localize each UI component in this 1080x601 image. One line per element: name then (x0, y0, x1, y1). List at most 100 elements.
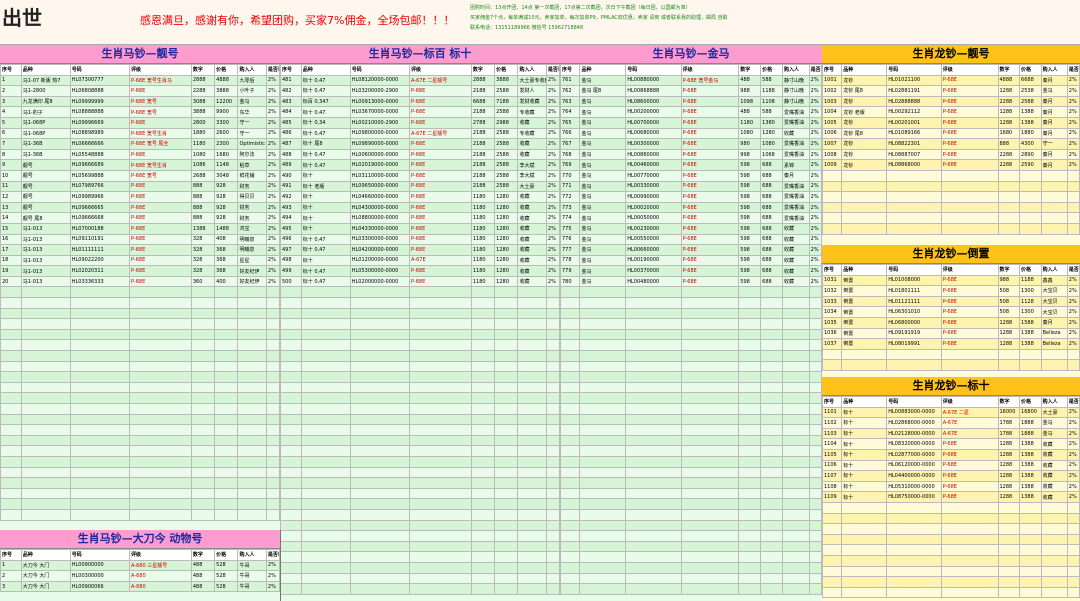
empty-cell (560, 530, 581, 542)
empty-cell (560, 403, 581, 415)
empty-cell (237, 487, 267, 500)
empty-cell (494, 403, 519, 415)
empty-cell (579, 466, 627, 479)
empty-cell (190, 413, 216, 426)
empty-row (560, 403, 822, 415)
cell: 收藏 (782, 275, 810, 288)
cell: 6688 (470, 95, 496, 108)
empty-cell (760, 360, 783, 373)
cell: 1008 (822, 148, 843, 161)
cell: 标十 0,47 (300, 244, 351, 256)
empty-cell (190, 392, 216, 404)
cell: 标十 尾8 (300, 138, 351, 150)
empty-cell (579, 445, 627, 457)
empty-cell (517, 519, 547, 532)
empty-row (280, 583, 560, 595)
cell: HL00680000 (625, 127, 682, 140)
cell: 1788 (997, 427, 1021, 440)
row: 763 金马 HL08600000 P-68E 1098 1108 静寸山晚 2% (560, 95, 822, 108)
empty-cell (265, 487, 280, 500)
empty-cell (808, 286, 822, 299)
row: 1104 标十 HL08320000-0000 P-68E 1288 1388 收藏 2% (822, 438, 1080, 450)
empty-cell (20, 498, 71, 510)
cell: 2% (265, 138, 280, 150)
cell: 487 (280, 138, 302, 150)
empty-cell (280, 508, 302, 521)
cell: 马1-013 (20, 222, 71, 235)
cell: 598 (738, 169, 762, 182)
table: 序号品种号码评级数字价格购入人是否已售1101标十HL00883000-0000… (822, 396, 1080, 599)
cell: 1288 (997, 316, 1021, 329)
empty-cell (545, 519, 560, 532)
empty-cell (579, 477, 627, 489)
empty-cell (349, 466, 411, 479)
cell: 598 (738, 180, 762, 193)
empty-cell (841, 201, 888, 214)
cell: 标十 (841, 459, 888, 472)
empty-cell (680, 360, 740, 373)
row: 483 标百 0,347 HL00913000-0000 P-68E 6688 7188 发… (280, 95, 560, 108)
cell: 鑫鑫 (1040, 274, 1068, 287)
empty-cell (782, 466, 810, 479)
cell: HL08600000 (625, 95, 682, 108)
empty-cell (280, 297, 302, 309)
cell: 2% (265, 191, 280, 203)
empty-cell (517, 403, 547, 415)
column-header: 数字 (470, 64, 496, 76)
cell: 1031 (822, 274, 843, 287)
cell: HL00210000-2900 (349, 116, 411, 129)
empty-cell (579, 360, 627, 373)
empty-cell (625, 551, 682, 563)
cell: 1106 (822, 459, 843, 472)
cell: P-68E (409, 201, 472, 214)
empty-cell (300, 551, 351, 563)
cell: 大刀今 大门 (20, 559, 71, 572)
empty-cell (680, 455, 740, 468)
row: 1109 标十 HL08750000-0000 P-68E 1288 1388 收藏 2% (822, 491, 1080, 503)
empty-row (560, 487, 822, 500)
empty-cell (214, 466, 239, 479)
empty-cell (494, 307, 519, 320)
cell: 2% (265, 265, 280, 277)
cell: P-68E (129, 275, 192, 288)
empty-cell (579, 392, 627, 404)
cell: HL04300000-0000 (349, 201, 411, 214)
cell: 马1-013 (20, 254, 71, 267)
cell: 龙钞 尾8 (841, 127, 888, 140)
empty-cell (20, 508, 71, 521)
empty-cell (265, 434, 280, 447)
empty-cell (1066, 586, 1080, 599)
column-header: 是否已售 (545, 64, 560, 76)
empty-cell (409, 477, 472, 489)
empty-cell (1019, 169, 1042, 182)
column-header: 是否已售 (1066, 264, 1080, 276)
empty-cell (265, 508, 280, 521)
empty-cell (625, 519, 682, 532)
empty-cell (560, 297, 581, 309)
empty-cell (782, 318, 810, 330)
empty-cell (300, 286, 351, 299)
empty-cell (738, 508, 762, 521)
empty-cell (265, 297, 280, 309)
empty-cell (738, 392, 762, 404)
empty-cell (1019, 201, 1042, 214)
empty-cell (886, 212, 942, 224)
empty-row (822, 554, 1080, 567)
empty-cell (560, 339, 581, 352)
empty-cell (214, 477, 239, 489)
empty-cell (349, 455, 411, 468)
cell: 15 (0, 222, 22, 235)
cell: 收藏 (1040, 438, 1068, 450)
empty-cell (560, 551, 581, 563)
row: 762 金马 尾8 HL00868888 P-68E 988 1188 静寸山晚 2% (560, 85, 822, 97)
cell: 20 (0, 275, 22, 288)
empty-cell (409, 286, 472, 299)
cell: 金马 (579, 201, 627, 214)
empty-cell (760, 286, 783, 299)
cell: HL01200000-0000 (349, 254, 411, 267)
empty-cell (494, 477, 519, 489)
column-header: 是否已售 (265, 64, 280, 76)
empty-cell (409, 381, 472, 394)
column-header: 序号 (822, 64, 843, 76)
empty-cell (470, 519, 496, 532)
